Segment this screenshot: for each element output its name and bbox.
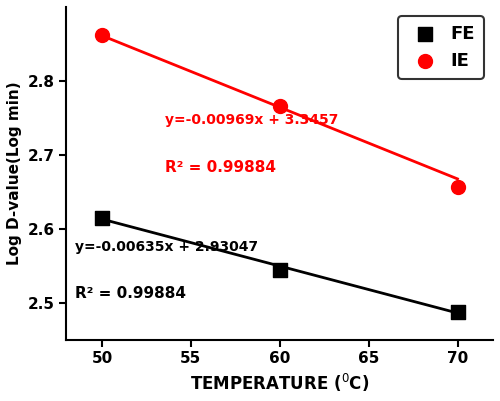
X-axis label: TEMPERATURE ($^0$C): TEMPERATURE ($^0$C) (190, 372, 370, 394)
IE (276, 103, 283, 109)
IE (454, 183, 462, 190)
FE (276, 267, 283, 273)
Text: R² = 0.99884: R² = 0.99884 (75, 286, 186, 302)
Legend: FE, IE: FE, IE (398, 16, 484, 79)
Y-axis label: Log D-value(Log min): Log D-value(Log min) (7, 81, 22, 265)
FE (98, 215, 106, 222)
Text: y=-0.00635x + 2.93047: y=-0.00635x + 2.93047 (75, 240, 258, 254)
Text: y=-0.00969x + 3.3457: y=-0.00969x + 3.3457 (164, 113, 338, 128)
Text: R² = 0.99884: R² = 0.99884 (164, 160, 276, 175)
FE (454, 308, 462, 315)
IE (98, 32, 106, 38)
